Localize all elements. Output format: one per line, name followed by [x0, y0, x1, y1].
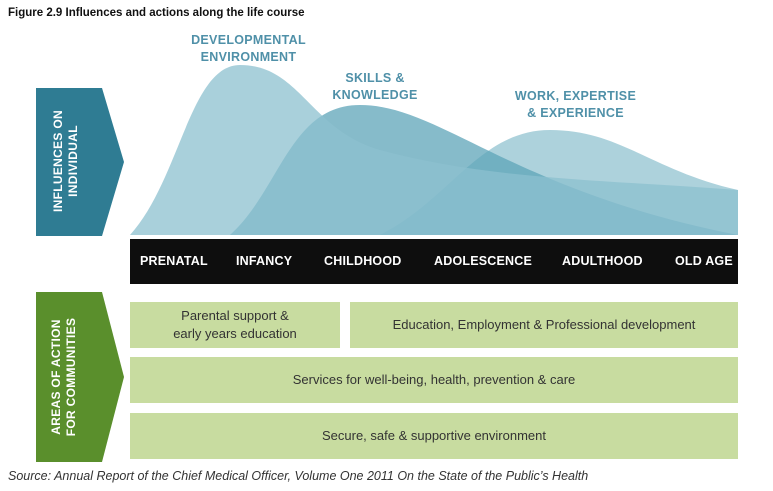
- stage-old-age: OLD AGE: [675, 254, 733, 268]
- wave-label-skills: SKILLS & KNOWLEDGE: [332, 71, 418, 102]
- stage-adolescence: ADOLESCENCE: [434, 254, 533, 268]
- action-parental-support: Parental support & early years education: [130, 302, 340, 348]
- action-services-wellbeing: Services for well-being, health, prevent…: [130, 357, 738, 403]
- influences-label: INFLUENCES ON INDIVIDUAL: [51, 110, 80, 212]
- actions-arrow: [36, 292, 128, 462]
- stage-prenatal: PRENATAL: [140, 254, 208, 268]
- figure-title: Figure 2.9 Influences and actions along …: [8, 7, 305, 19]
- influence-waves: [130, 65, 738, 235]
- figure-source: Source: Annual Report of the Chief Medic…: [8, 469, 589, 483]
- actions-label: AREAS OF ACTION FOR COMMUNITIES: [49, 317, 78, 437]
- influences-arrow: [36, 88, 128, 236]
- wave-label-work: WORK, EXPERTISE & EXPERIENCE: [514, 89, 637, 120]
- action-education-employment: Education, Employment & Professional dev…: [350, 302, 738, 348]
- stage-infancy: INFANCY: [236, 254, 293, 268]
- wave-label-developmental: DEVELOPMENTAL ENVIRONMENT: [191, 33, 306, 64]
- stage-adulthood: ADULTHOOD: [562, 254, 643, 268]
- life-stage-bar: PRENATAL INFANCY CHILDHOOD ADOLESCENCE A…: [130, 239, 738, 284]
- action-secure-environment: Secure, safe & supportive environment: [130, 413, 738, 459]
- stage-childhood: CHILDHOOD: [324, 254, 402, 268]
- wave-developmental: [130, 65, 738, 235]
